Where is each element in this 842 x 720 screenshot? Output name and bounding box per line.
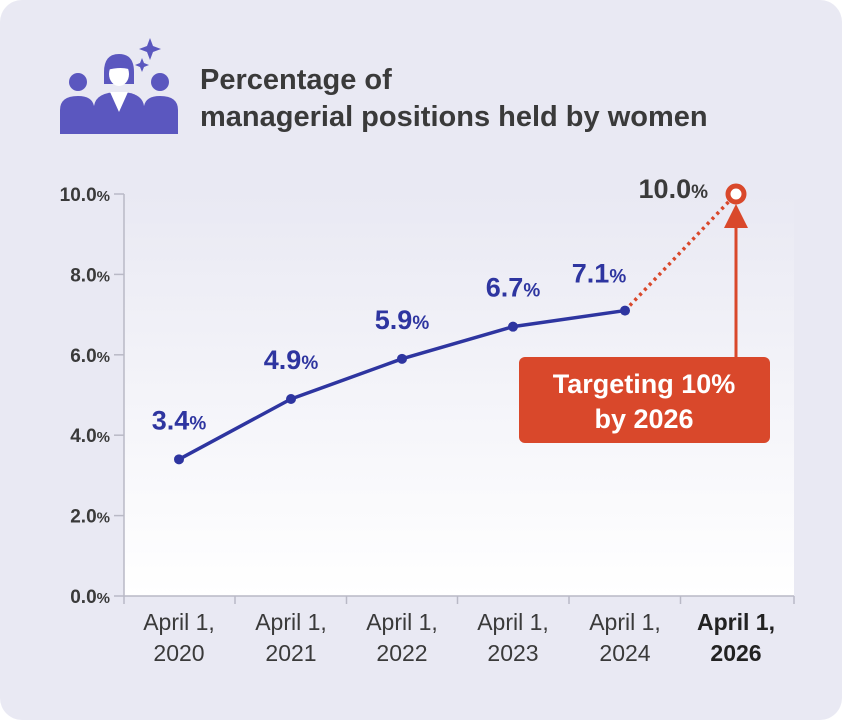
target-dotted-line [623,192,738,312]
y-tick-label: 4.0% [70,426,110,447]
data-label: 5.9% [375,305,430,335]
women-managers-icon [60,38,178,134]
x-tick-label: April 1, 2024 [589,609,661,666]
data-point [508,321,518,332]
data-label: 6.7% [486,273,541,303]
title-line-1: Percentage of [200,64,392,96]
data-point [620,305,630,316]
callout-line-2: by 2026 [594,404,693,434]
data-label: 7.1% [572,259,627,289]
data-label: 4.9% [264,345,319,375]
y-tick-label: 10.0% [60,185,110,206]
x-tick-label: April 1, 2020 [143,609,215,666]
x-tick-label: April 1, 2022 [366,609,438,666]
callout-box [519,357,770,443]
y-tick-label: 6.0% [70,346,110,367]
chart-title: Percentage of managerial positions held … [200,62,708,136]
target-point [725,183,747,205]
target-callout: Targeting 10% by 2026 [519,357,770,443]
title-line-2: managerial positions held by women [200,101,708,133]
x-tick-label: April 1, 2026 [697,609,775,666]
callout-line-1: Targeting 10% [553,369,736,399]
y-tick-label: 0.0% [70,587,110,608]
data-label: 3.4% [152,405,207,435]
data-point [174,454,184,465]
y-tick-label: 2.0% [70,507,110,528]
x-tick-label: April 1, 2023 [477,609,549,666]
y-tick-label: 8.0% [70,265,110,286]
target-label: 10.0% [639,174,709,204]
x-tick-label: April 1, 2021 [255,609,327,666]
data-point [397,353,407,364]
data-point [286,394,296,405]
